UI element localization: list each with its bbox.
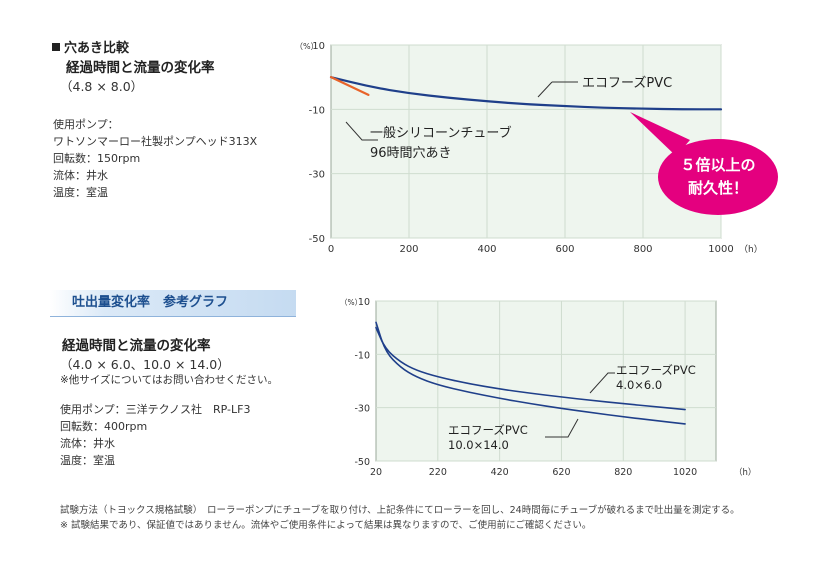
y-tick-label: 10 — [358, 297, 370, 308]
top-info-line: 回転数：150rpm — [53, 152, 141, 165]
callout-bubble — [658, 139, 778, 215]
x-tick-label: 420 — [491, 467, 509, 478]
x-tick-label: 0 — [328, 244, 334, 255]
callout-text-line: ５倍以上の — [680, 156, 755, 174]
y-tick-label: -50 — [309, 234, 325, 245]
series-line — [375, 326, 686, 411]
x-tick-label: 200 — [399, 244, 418, 255]
top-info-line: 使用ポンプ： — [53, 118, 119, 131]
silicone-series-label: 一般シリコーンチューブ — [370, 125, 512, 141]
x-tick-label: 1020 — [673, 467, 697, 478]
bottom-info: 使用ポンプ：三洋テクノス社 RP-LF3 回転数：400rpm 流体：井水 温度… — [60, 401, 250, 469]
x-tick-label: 1000 — [708, 244, 733, 255]
top-size: （4.8 × 8.0） — [60, 79, 144, 94]
series-b-label: エコフーズPVC — [448, 423, 528, 437]
bottom-inquiry-note: ※他サイズについてはお問い合わせください。 — [60, 374, 278, 386]
x-tick-label: 620 — [552, 467, 570, 478]
x-tick-label: 820 — [614, 467, 632, 478]
pvc-leader-line — [537, 81, 553, 98]
series-b-leader-line — [545, 418, 579, 438]
series-a-leader-line — [589, 372, 615, 394]
disclaimer-note: ※ 試験結果であり、保証値ではありません。流体やご使用条件によって結果は異なりま… — [60, 520, 592, 531]
x-tick-label: 220 — [429, 467, 447, 478]
series-line — [329, 76, 723, 111]
y-tick-label: -30 — [354, 404, 370, 415]
bottom-info-line: 使用ポンプ：三洋テクノス社 RP-LF3 — [60, 403, 251, 416]
series-b-size: 10.0×14.0 — [448, 438, 509, 452]
x-tick-label: 800 — [633, 244, 652, 255]
bottom-subheading: 経過時間と流量の変化率 — [62, 338, 211, 354]
silicone-hole-label: 96時間穴あき — [370, 146, 452, 161]
bottom-size: （4.0 × 6.0、10.0 × 14.0） — [60, 357, 230, 372]
series-line — [375, 321, 686, 425]
top-heading: 穴あき比較 — [52, 37, 129, 56]
x-tick-label: 20 — [370, 467, 382, 478]
bottom-info-line: 温度：室温 — [60, 454, 115, 467]
top-info-line: ワトソンマーロー社製ポンプヘッド313X — [53, 135, 258, 148]
plot-area — [330, 44, 722, 239]
square-bullet-icon — [52, 43, 60, 51]
top-info-line: 温度：室温 — [53, 186, 108, 199]
silicone-leader-line — [345, 121, 378, 141]
y-tick-label: 10 — [312, 41, 325, 52]
chart-2: 20 220 420 620 820 1020 10 -10 -30 -50 （%） （h） エコフーズ… — [340, 297, 756, 478]
series-a-label: エコフーズPVC — [616, 363, 696, 377]
plot-area — [375, 300, 717, 462]
x-unit-label: （h） — [734, 467, 756, 478]
y-tick-label: -30 — [309, 170, 325, 181]
x-tick-label: 600 — [555, 244, 574, 255]
test-method-note: 試験方法（トヨックス規格試験） ローラーポンプにチューブを取り付け、上記条件にて… — [60, 505, 740, 516]
y-unit-label: （%） — [295, 42, 319, 51]
callout-pointer — [630, 112, 690, 156]
callout-text-line: 耐久性！ — [688, 179, 748, 197]
chart-1: 0 200 400 600 800 1000 10 -10 -30 -50 （%） （h） エコフーズP… — [295, 41, 778, 255]
y-tick-label: -50 — [354, 457, 370, 468]
reference-graph-banner: 吐出量変化率 参考グラフ — [50, 290, 296, 317]
top-info-line: 流体：井水 — [53, 169, 108, 182]
x-tick-label: 400 — [477, 244, 496, 255]
series-a-size: 4.0×6.0 — [616, 378, 662, 392]
bottom-info-line: 流体：井水 — [60, 437, 115, 450]
pvc-series-label: エコフーズPVC — [582, 75, 672, 91]
x-unit-label: （h） — [739, 244, 763, 255]
series-line — [329, 76, 370, 96]
y-unit-label: （%） — [340, 298, 362, 307]
y-tick-label: -10 — [309, 105, 325, 116]
top-info: 使用ポンプ： ワトソンマーロー社製ポンプヘッド313X 回転数：150rpm 流… — [53, 116, 257, 201]
y-tick-label: -10 — [354, 350, 370, 361]
top-subheading: 経過時間と流量の変化率 — [66, 60, 215, 76]
bottom-info-line: 回転数：400rpm — [60, 420, 148, 433]
